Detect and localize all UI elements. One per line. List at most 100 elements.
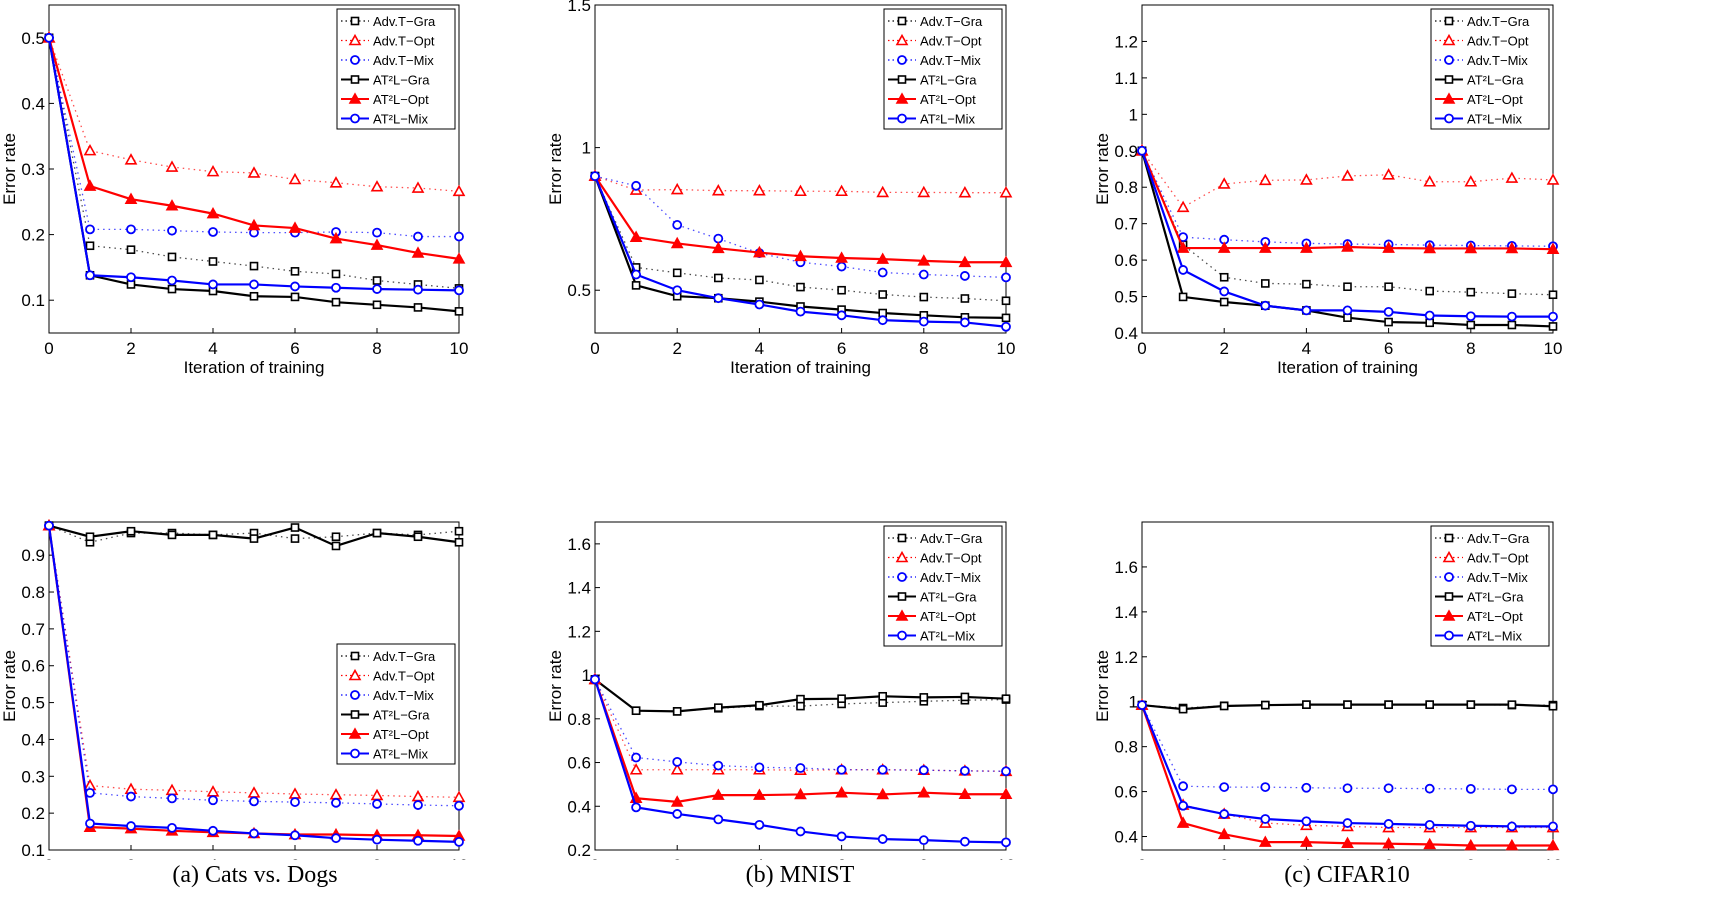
data-point: [1423, 837, 1437, 850]
data-point: [754, 819, 765, 830]
y-tick-label: 1: [1129, 693, 1138, 712]
data-point: [753, 245, 766, 258]
data-point: [836, 764, 847, 775]
legend-marker: [895, 609, 909, 621]
legend-marker: [1444, 16, 1454, 26]
data-point: [411, 246, 425, 258]
y-tick-label: 1.1: [1114, 69, 1138, 88]
data-point: [372, 528, 382, 538]
caption-mnist: (b) MNIST: [745, 862, 855, 888]
legend: Adv.T−Gra Adv.T−Opt Adv.T−Mix AT²L−Gra AT²L−…: [1430, 525, 1550, 647]
data-point: [1258, 173, 1272, 186]
data-point: [836, 261, 847, 272]
data-point: [837, 694, 846, 703]
data-point: [917, 786, 931, 798]
data-point: [1507, 821, 1517, 832]
data-point: [835, 251, 848, 263]
data-point: [1301, 816, 1312, 827]
x-tick-label: 4: [208, 856, 217, 860]
data-point: [919, 693, 929, 702]
data-point: [1176, 241, 1190, 253]
data-point: [167, 252, 177, 262]
data-point: [631, 269, 641, 280]
x-axis-label: Iteration of training: [730, 358, 871, 377]
legend-label: Adv.T−Gra: [373, 649, 436, 664]
data-point: [1178, 704, 1188, 714]
data-point: [999, 255, 1013, 268]
data-point: [454, 307, 464, 316]
data-point: [960, 836, 970, 847]
data-point: [960, 765, 970, 776]
x-axis-label: Iteration of training: [184, 358, 325, 377]
data-point: [126, 791, 136, 802]
y-tick-label: 0.6: [1114, 251, 1138, 270]
data-point: [711, 241, 725, 254]
data-point: [958, 255, 972, 268]
data-point: [631, 752, 641, 763]
legend-label: AT²L−Mix: [373, 112, 429, 127]
data-point: [167, 822, 177, 833]
legend-label: AT²L−Mix: [1467, 629, 1523, 644]
data-point: [1424, 783, 1435, 794]
y-tick-label: 0.5: [21, 29, 45, 48]
legend: Adv.T−Gra Adv.T−Opt Adv.T−Mix AT²L−Gra AT²L−…: [336, 643, 456, 765]
series-line: [594, 175, 1007, 302]
data-point: [1178, 265, 1188, 275]
y-tick-label: 0.1: [21, 291, 45, 310]
data-point: [1548, 784, 1558, 795]
y-axis-label: Error rate: [1093, 133, 1112, 205]
x-tick-label: 0: [44, 856, 53, 860]
data-point: [876, 252, 890, 264]
data-point: [290, 830, 300, 841]
data-point: [1466, 700, 1476, 709]
legend-marker: [1444, 113, 1454, 124]
data-point: [413, 284, 423, 295]
subplot-0: 0 2 4 6 8 10 0.1 0.2 0.3 0.4 0.5 Iteration of train…: [0, 4, 468, 377]
x-tick-label: 6: [837, 856, 846, 860]
data-point: [672, 220, 683, 230]
x-tick-label: 4: [1302, 856, 1311, 860]
data-point: [1507, 320, 1517, 330]
data-point: [1423, 241, 1437, 254]
y-tick-label: 0.3: [21, 160, 45, 179]
x-tick-label: 2: [1219, 339, 1228, 358]
legend-label: AT²L−Opt: [920, 609, 976, 624]
data-point: [960, 692, 970, 702]
y-axis-label: Error rate: [546, 133, 565, 205]
legend: Adv.T−Gra Adv.T−Opt Adv.T−Mix AT²L−Gra AT²L−…: [1430, 8, 1550, 130]
data-point: [44, 520, 54, 531]
data-point: [1001, 272, 1011, 283]
data-point: [1465, 783, 1476, 794]
data-point: [999, 787, 1013, 800]
data-point: [126, 245, 136, 254]
data-point: [1219, 809, 1230, 819]
legend-box: [1430, 8, 1550, 130]
data-point: [206, 206, 220, 219]
data-point: [1464, 175, 1478, 187]
subplot-3: 02468100.10.20.30.40.50.60.70.80.9Iterat…: [0, 519, 468, 860]
data-point: [1341, 240, 1354, 252]
data-point: [672, 756, 683, 767]
y-tick-label: 0.8: [1114, 738, 1138, 757]
data-point: [1001, 694, 1011, 703]
x-tick-label: 4: [755, 856, 764, 860]
data-point: [878, 691, 888, 701]
data-point: [1176, 816, 1190, 828]
data-point: [631, 281, 641, 290]
legend-label: AT²L−Opt: [920, 92, 976, 107]
data-point: [1464, 241, 1478, 254]
data-point: [372, 227, 382, 238]
data-point: [167, 793, 177, 804]
data-point: [672, 707, 682, 716]
series-AT²L−Mix: [1137, 145, 1558, 322]
data-point: [1258, 835, 1272, 847]
data-point: [208, 795, 218, 806]
legend-marker: [350, 113, 360, 124]
x-tick-label: 10: [997, 856, 1016, 860]
legend-marker: [1444, 630, 1454, 641]
x-tick-label: 6: [1384, 856, 1393, 860]
data-point: [1217, 827, 1231, 840]
data-point: [795, 763, 806, 773]
